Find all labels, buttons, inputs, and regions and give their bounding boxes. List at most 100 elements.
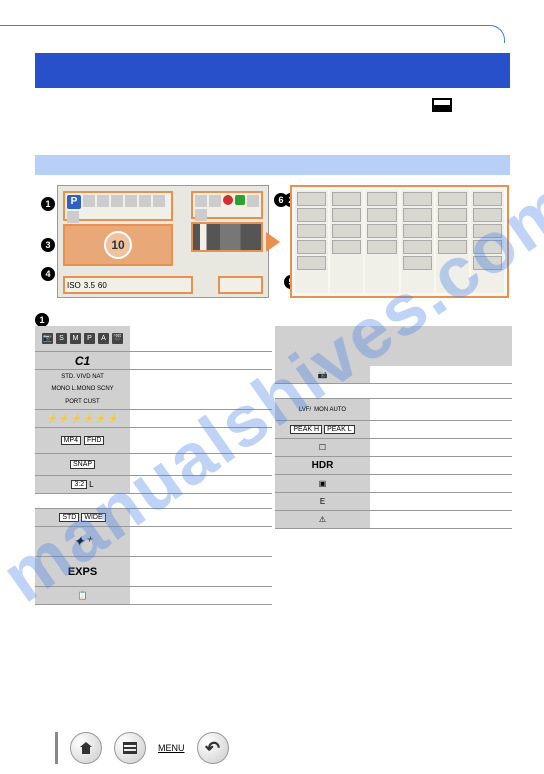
touch-button (297, 240, 326, 254)
hdr-cell: HDR (275, 457, 370, 474)
touch-button (332, 208, 361, 222)
back-button[interactable]: ↶ (197, 732, 229, 764)
table-row: ✦⁺ (35, 527, 272, 557)
touch-button (332, 224, 361, 238)
table-row: PEAK H PEAK L (275, 421, 512, 439)
photo-style-3: PORT CUST (65, 399, 99, 405)
list-icon (123, 742, 137, 754)
table-row: ▣ (275, 475, 512, 493)
touch-button (403, 208, 432, 222)
table-row: C1 (35, 352, 272, 370)
small-icon (209, 195, 221, 207)
contents-button[interactable] (114, 732, 146, 764)
touch-button (297, 192, 326, 206)
touch-button (438, 192, 467, 206)
touch-button (332, 192, 361, 206)
touch-button (297, 224, 326, 238)
table-row: ⚠ (275, 511, 512, 529)
empty-cell (35, 494, 130, 508)
callout-6: 6 (274, 193, 288, 207)
menu-button[interactable]: MENU (158, 743, 185, 753)
touch-button (473, 208, 502, 222)
table-row: 📷 S M P A 🎬 (35, 326, 272, 352)
touch-column (436, 190, 469, 293)
m-mode-icon: M (70, 333, 81, 344)
touch-button (367, 224, 396, 238)
touch-button (403, 192, 432, 206)
touch-button (367, 192, 396, 206)
sparkle-icon: ✦⁺ (73, 533, 92, 550)
movie-mode-icon: 🎬 (112, 333, 123, 344)
touch-button (367, 208, 396, 222)
small-icon (139, 195, 151, 207)
shadow-cell: ☐ (275, 439, 370, 456)
touch-column (330, 190, 363, 293)
table-row: STD. VIVD NAT MONO L.MONO SCNY PORT CUST (35, 370, 272, 410)
callout-1: 1 (41, 197, 55, 211)
section-header (35, 53, 510, 88)
table-row: 3:2 L (35, 476, 272, 494)
small-icon (195, 209, 207, 221)
left-icon-table: 📷 S M P A 🎬 C1 STD. VIVD NAT MONO L.MONO… (35, 326, 272, 605)
touch-button (473, 256, 502, 270)
table-row: MP4 FHD (35, 428, 272, 454)
e-cell: E (275, 493, 370, 510)
snap-cell: SNAP (35, 454, 130, 475)
table-row (35, 494, 272, 509)
card-cell: 📋 (35, 587, 130, 604)
touch-button (297, 208, 326, 222)
table-row (275, 384, 512, 399)
table-row: EXPS (35, 557, 272, 587)
peak-h-label: PEAK H (290, 425, 322, 434)
shutter-value: 60 (98, 281, 107, 290)
histogram-box (191, 222, 263, 252)
lcd-display: P 10 ISO 3.5 60 (57, 185, 269, 298)
focus-indicator (235, 195, 245, 205)
peak-l-label: PEAK L (324, 425, 355, 434)
peak-cell: PEAK H PEAK L (275, 421, 370, 438)
fhd-label: FHD (84, 436, 104, 445)
hdr-label: HDR (312, 460, 334, 471)
status-box (191, 191, 263, 219)
touch-button (438, 208, 467, 222)
table-row: 📋 (35, 587, 272, 605)
table-row: LVF/ MON AUTO (275, 399, 512, 421)
table-row: HDR (275, 457, 512, 475)
home-button[interactable] (70, 732, 102, 764)
touch-button (403, 256, 432, 270)
camera-mode-icon: 📷 (42, 333, 53, 344)
warning-cell: ⚠ (275, 511, 370, 528)
touch-button (403, 224, 432, 238)
mp4-label: MP4 (61, 436, 81, 445)
touch-column (471, 190, 504, 293)
right-icon-table: 📷 LVF/ MON AUTO PEAK H PEAK L ☐ HDR ▣ E (275, 326, 512, 529)
e-label: E (320, 497, 325, 506)
camera-cell: 📷 (275, 366, 370, 383)
table-row: SNAP (35, 454, 272, 476)
std-wide-cell: STD WIDE (35, 509, 130, 526)
empty-cell (275, 384, 370, 398)
s-mode-icon: S (56, 333, 67, 344)
photo-style-1: STD. VIVD NAT (61, 374, 104, 380)
small-icon (67, 211, 79, 223)
sparkle-cell: ✦⁺ (35, 527, 130, 556)
small-icon (83, 195, 95, 207)
small-icon (97, 195, 109, 207)
touch-button (438, 224, 467, 238)
exps-label: EXPS (68, 566, 97, 578)
ratio-label: 3:2 (71, 480, 87, 489)
lvf-cell: LVF/ MON AUTO (275, 399, 370, 420)
c1-label: C1 (75, 354, 90, 368)
camera-icon: 📷 (318, 370, 328, 379)
p-mode-icon: P (84, 333, 95, 344)
lcd-screenshot: 1 2 3 4 5 P 10 (57, 185, 282, 298)
arrow-right-icon (266, 232, 280, 252)
page-border (0, 25, 505, 43)
footer-navigation: MENU ↶ (55, 732, 229, 764)
mode-indicator-box: P (63, 191, 173, 221)
small-icon (111, 195, 123, 207)
shadow-icon: ☐ (319, 443, 326, 452)
section-1-marker: 1 (35, 313, 49, 327)
a-mode-icon: A (98, 333, 109, 344)
histogram-bars (193, 224, 261, 250)
